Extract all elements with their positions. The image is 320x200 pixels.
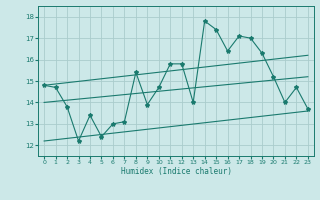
X-axis label: Humidex (Indice chaleur): Humidex (Indice chaleur)	[121, 167, 231, 176]
